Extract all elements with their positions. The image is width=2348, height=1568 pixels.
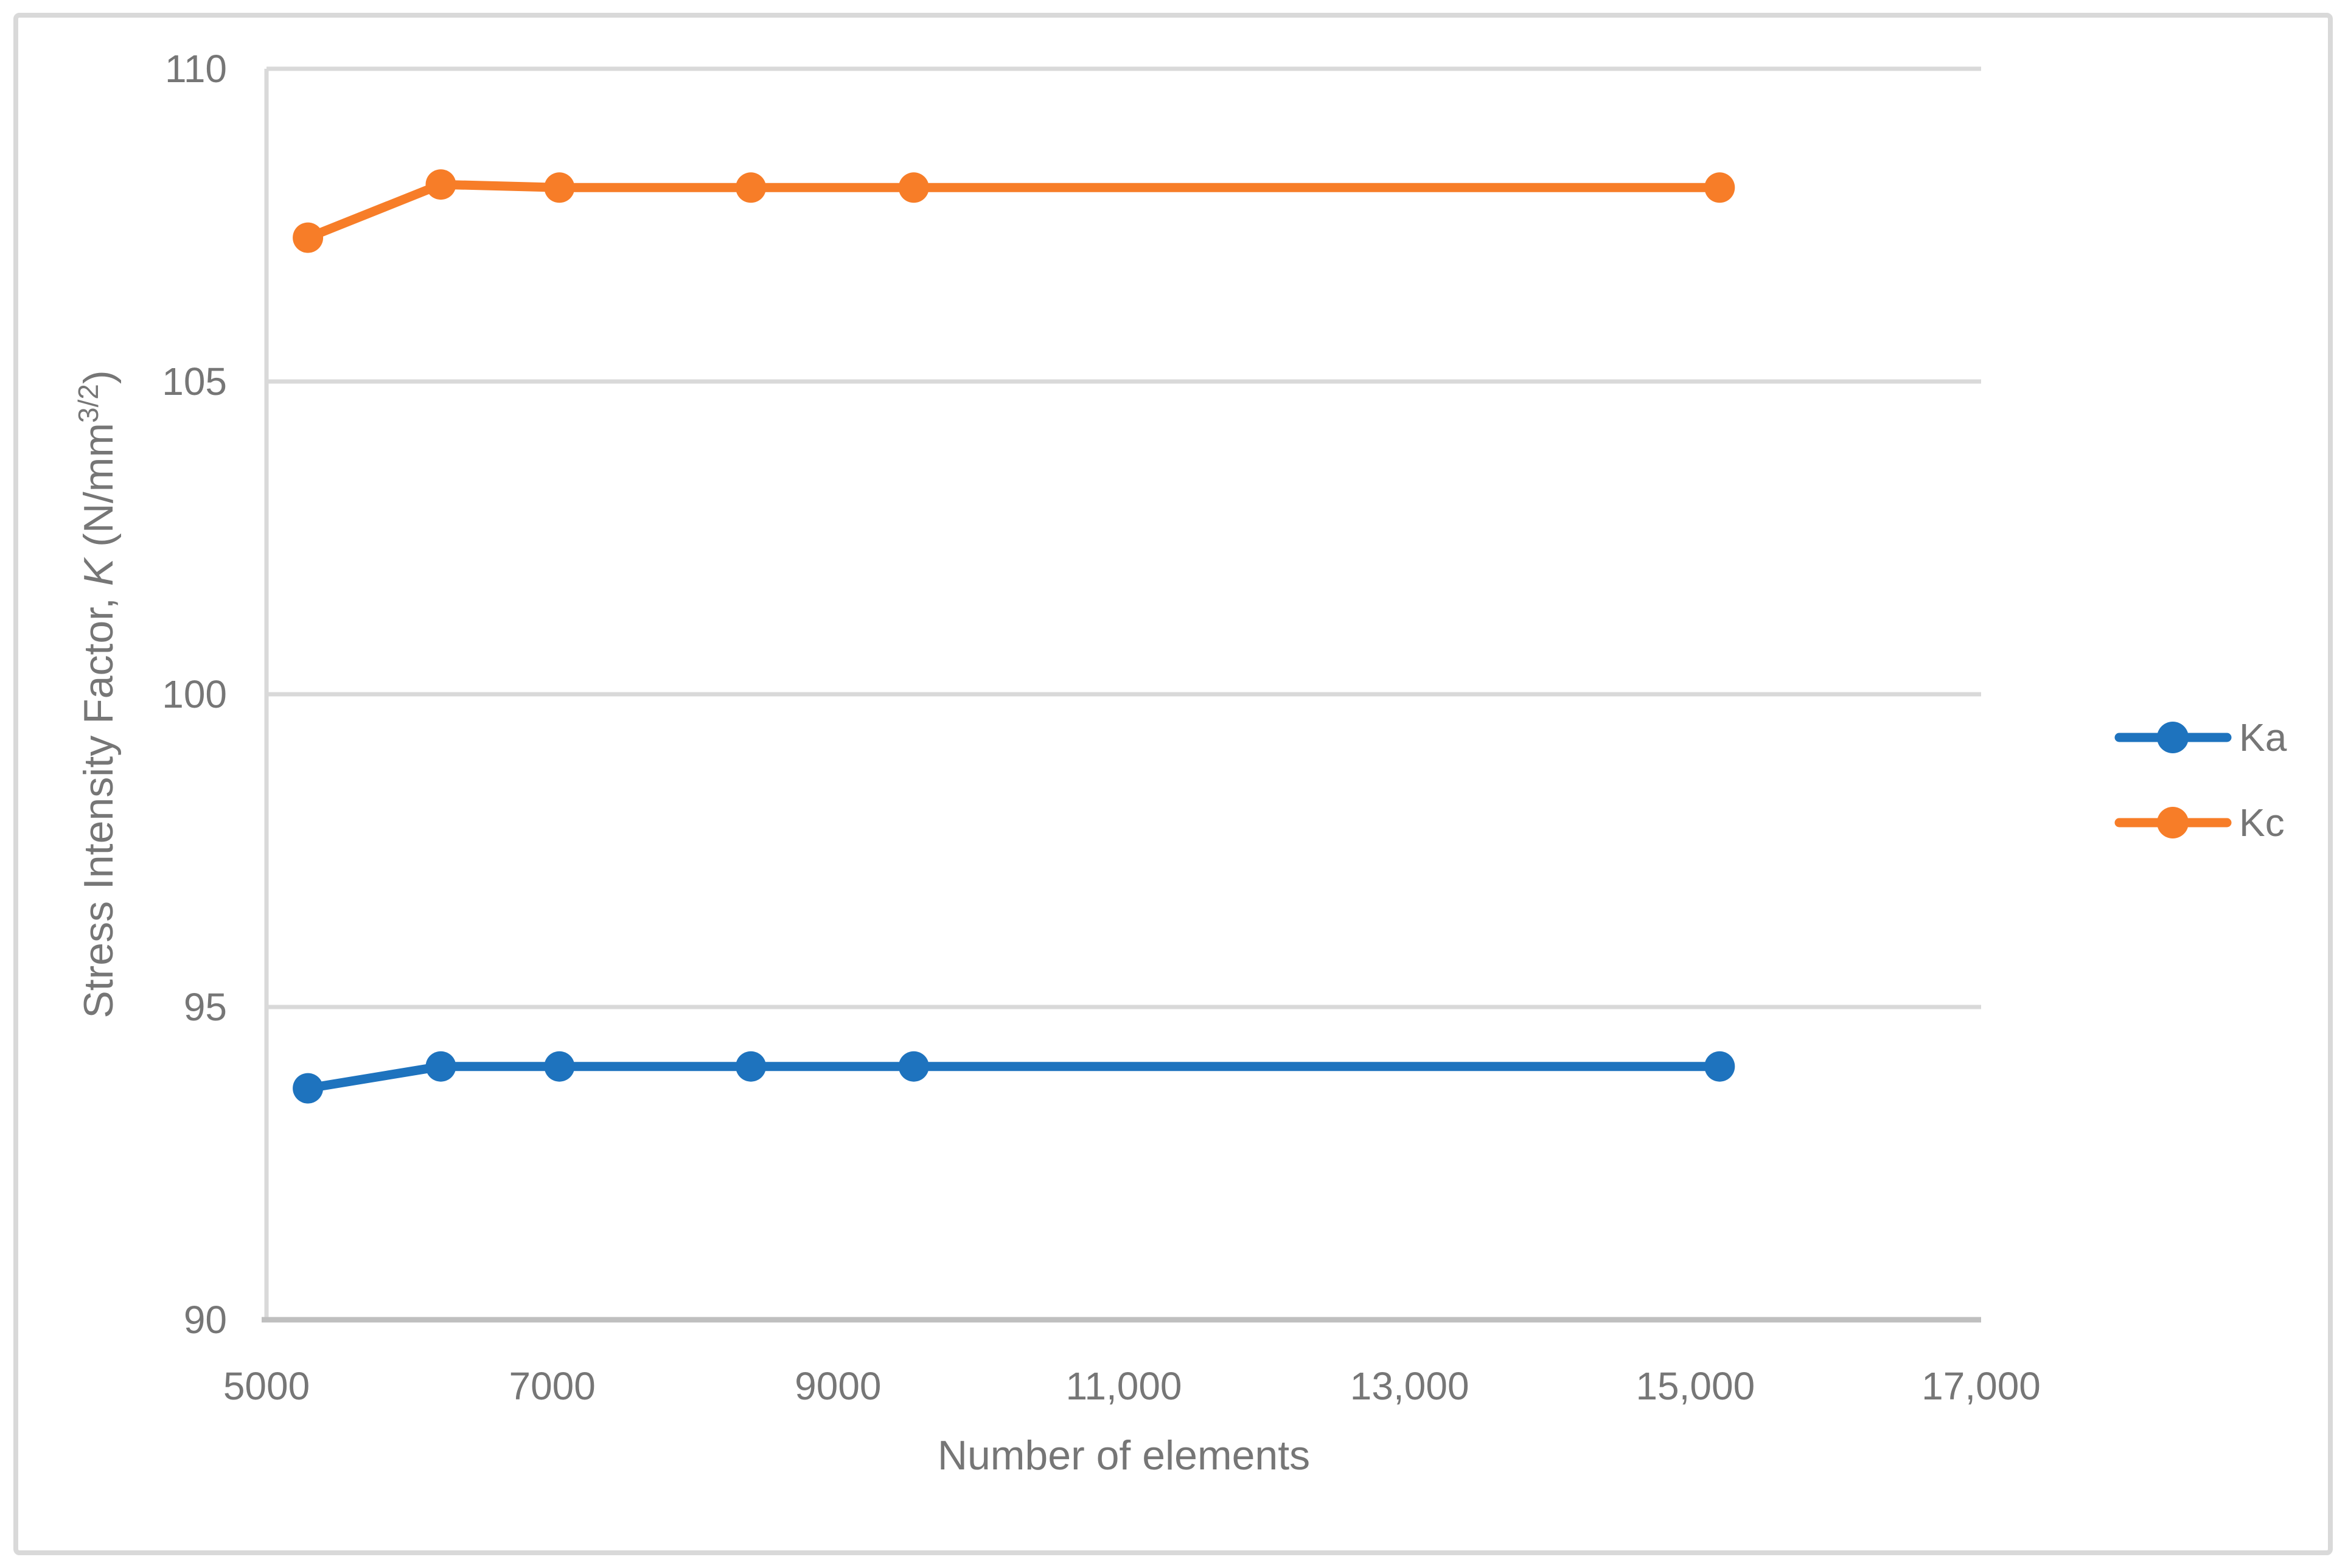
series-line-Ka [303,1062,1724,1093]
marker-Ka [736,1051,767,1082]
legend-marker-Kc [2157,807,2189,838]
x-tick-label: 7000 [509,1364,595,1408]
marker-Kc [425,169,456,200]
marker-Kc [1704,172,1735,203]
marker-Ka [425,1051,456,1082]
x-tick-label: 5000 [223,1364,310,1408]
legend-label: Ka [2239,716,2287,759]
x-tick-label: 15,000 [1636,1364,1755,1408]
series-line-Kc [303,179,1724,243]
y-axis-title-mid: (N/mm [75,423,122,559]
x-tick-label: 9000 [795,1364,881,1408]
y-tick-label: 100 [162,672,227,716]
x-axis-title: Number of elements [938,1432,1310,1479]
marker-Kc [293,222,324,253]
y-tick-label: 90 [184,1298,227,1342]
x-tick-label: 17,000 [1921,1364,2041,1408]
legend-marker-Ka [2157,722,2189,753]
marker-Kc [544,172,575,203]
x-tick-label: 11,000 [1066,1364,1182,1408]
marker-Ka [898,1051,929,1082]
x-tick-label: 13,000 [1350,1364,1469,1408]
marker-Ka [1704,1051,1735,1082]
y-axis-title-superscript: 3/2 [72,384,104,423]
legend-item-Ka: Ka [2114,716,2287,759]
y-tick-label: 110 [165,47,227,91]
marker-Kc [736,172,767,203]
marker-Ka [293,1073,324,1104]
y-tick-label: 105 [162,360,227,403]
legend-label: Kc [2239,801,2285,845]
y-axis-title-symbol: K [75,557,122,586]
y-axis-title-prefix: Stress Intensity Factor, [75,586,122,1018]
y-axis-title-suffix: ) [75,370,122,384]
y-tick-label: 95 [184,985,227,1029]
marker-Ka [544,1051,575,1082]
legend-item-Kc: Kc [2114,801,2285,845]
figure-border [13,13,2333,1555]
y-axis-title: Stress Intensity Factor, K (N/mm3/2) [72,370,122,1018]
marker-Kc [898,172,929,203]
